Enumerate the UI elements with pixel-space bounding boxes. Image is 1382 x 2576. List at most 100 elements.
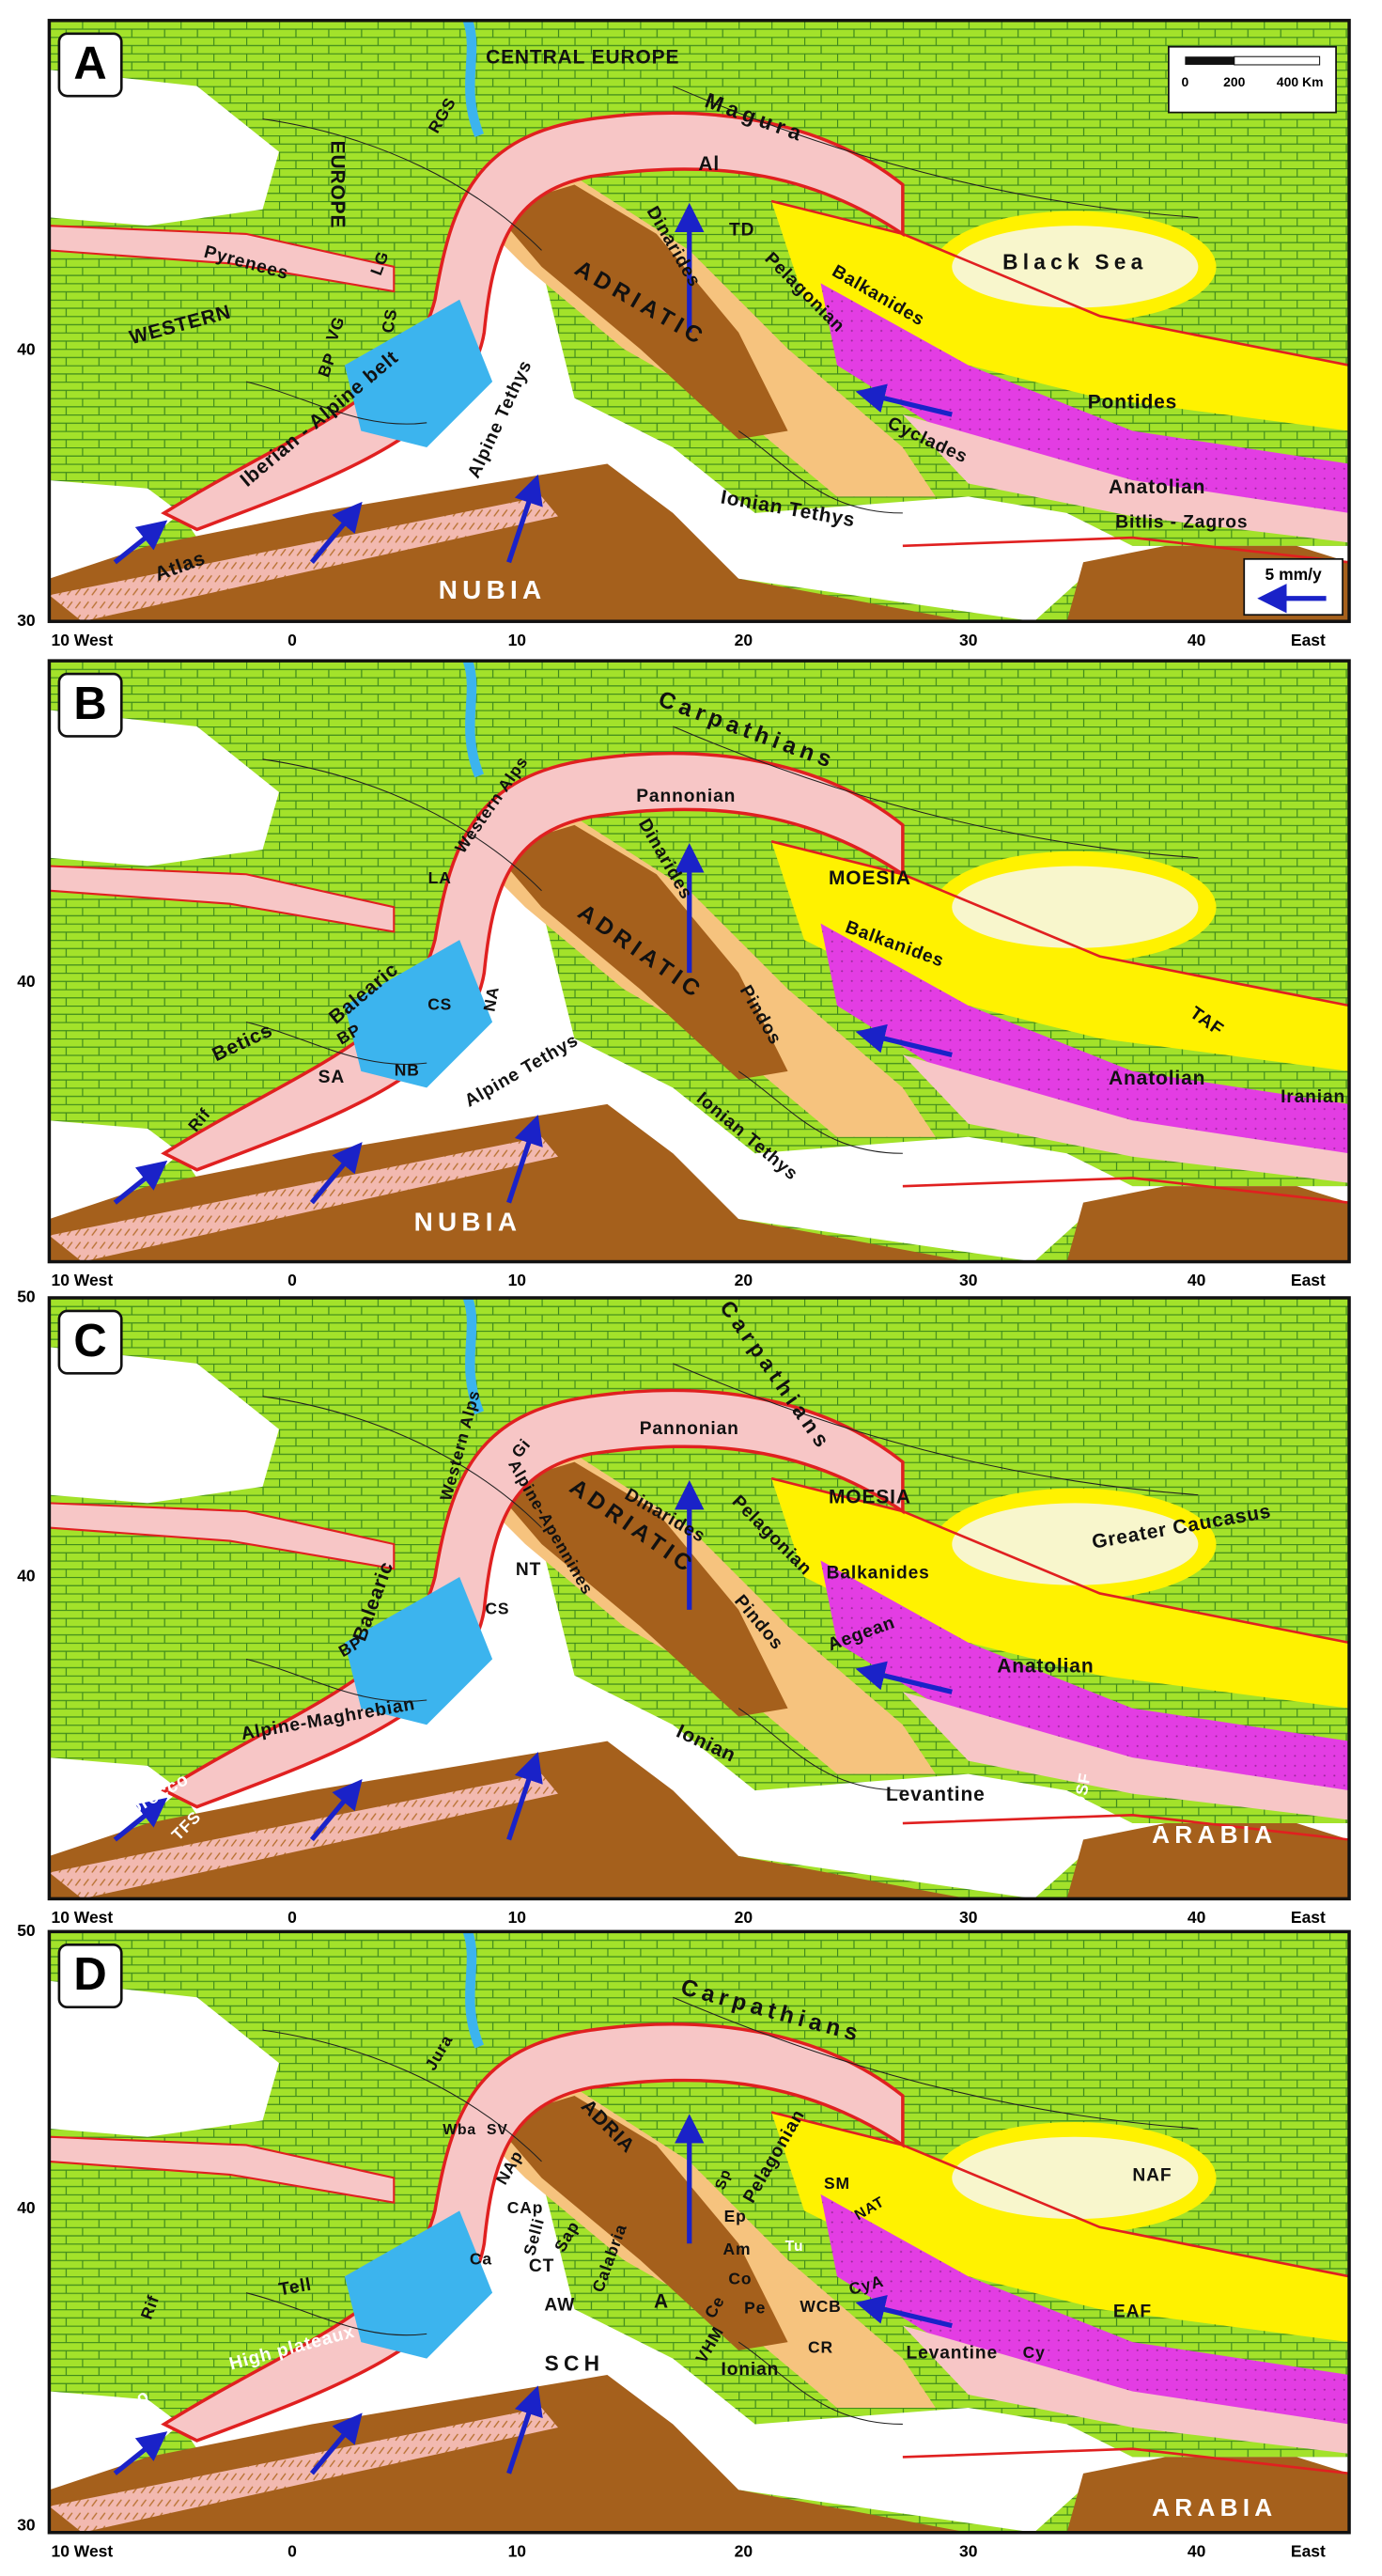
place-label: Anatolian bbox=[997, 1656, 1094, 1678]
scale-bar-label: 0 bbox=[1181, 74, 1188, 89]
panel-letter: A bbox=[73, 39, 106, 89]
place-label: Bitlis - Zagros bbox=[1115, 512, 1248, 532]
place-label: CS bbox=[427, 995, 452, 1014]
longitude-label: 10 bbox=[508, 1271, 526, 1289]
place-label: Ep bbox=[724, 2207, 747, 2225]
place-label: Anatolian bbox=[1109, 1068, 1205, 1089]
place-label: Ca bbox=[470, 2249, 492, 2268]
latitude-label: 50 bbox=[17, 1921, 35, 1940]
place-label: Balkanides bbox=[827, 1564, 930, 1584]
latitude-label: 40 bbox=[17, 1567, 35, 1585]
scale-bar-white bbox=[1234, 55, 1321, 66]
longitude-label: 40 bbox=[1188, 1908, 1205, 1927]
place-label: Wba bbox=[443, 2122, 476, 2138]
place-label: MOESIA bbox=[829, 867, 911, 889]
panel-letter-box bbox=[57, 32, 123, 98]
panel-letter: D bbox=[73, 1949, 106, 2000]
longitude-label: 0 bbox=[287, 2541, 297, 2560]
place-label: CR bbox=[808, 2338, 833, 2357]
place-label: Pannonian bbox=[640, 1419, 739, 1439]
longitude-label: 40 bbox=[1188, 1271, 1205, 1289]
place-label: Co bbox=[728, 2269, 752, 2287]
longitude-label: 30 bbox=[959, 1271, 977, 1289]
longitude-label: 30 bbox=[959, 2541, 977, 2560]
longitude-label: East bbox=[1291, 1271, 1326, 1289]
longitude-label: 20 bbox=[735, 1271, 753, 1289]
place-label: Sp bbox=[712, 2167, 734, 2192]
latitude-label: 40 bbox=[17, 340, 35, 359]
place-label: SM bbox=[824, 2174, 850, 2193]
place-label: Iranian bbox=[1281, 1087, 1345, 1107]
place-label: CS bbox=[378, 307, 400, 335]
map-panel: D10 West 0 10 20 30 40 East504030CarpathiansJu… bbox=[17, 1921, 1349, 2560]
latitude-label: 40 bbox=[17, 972, 35, 991]
longitude-label: 0 bbox=[287, 631, 297, 649]
place-label: Levantine bbox=[886, 1784, 986, 1805]
place-label: CAp bbox=[507, 2198, 544, 2217]
scale-bar-label: 400 Km bbox=[1277, 74, 1324, 89]
velocity-legend-label: 5 mm/y bbox=[1266, 565, 1322, 584]
panel-frame bbox=[47, 1929, 1351, 2535]
place-label: CENTRAL EUROPE bbox=[486, 47, 679, 69]
longitude-label: 10 West bbox=[51, 1271, 113, 1289]
longitude-label: 10 bbox=[508, 631, 526, 649]
longitude-label: 0 bbox=[287, 1908, 297, 1927]
longitude-label: 10 West bbox=[51, 631, 113, 649]
longitude-label: 40 bbox=[1188, 2541, 1205, 2560]
place-label: ARABIA bbox=[1152, 2493, 1277, 2521]
place-label: NB bbox=[395, 1061, 420, 1080]
longitude-label: East bbox=[1291, 631, 1326, 649]
latitude-label: 40 bbox=[17, 2198, 35, 2217]
place-label: CS bbox=[485, 1600, 509, 1618]
map-panel: B10 West 0 10 20 30 40 East40CarpathiansPannon… bbox=[17, 661, 1349, 1289]
place-label: CT bbox=[529, 2256, 554, 2276]
longitude-label: 10 bbox=[508, 2541, 526, 2560]
latitude-label: 30 bbox=[17, 2515, 35, 2534]
place-label: Am bbox=[722, 2240, 751, 2258]
longitude-label: 10 West bbox=[51, 2541, 113, 2560]
panel-frame bbox=[47, 19, 1351, 623]
latitude-label: 30 bbox=[17, 611, 35, 630]
scale-bar-black bbox=[1185, 56, 1234, 65]
place-label: ARABIA bbox=[1152, 1820, 1277, 1849]
place-label: SCH bbox=[545, 2351, 605, 2376]
scale-bar-label: 200 bbox=[1223, 74, 1246, 89]
place-label: LP bbox=[769, 2448, 791, 2467]
place-label: NT bbox=[516, 1560, 541, 1580]
place-label: WCB bbox=[800, 2297, 841, 2316]
map-panel: C10 West 0 10 20 30 40 East5040CarpathiansPann… bbox=[17, 1288, 1349, 1927]
place-label: NA bbox=[480, 985, 503, 1013]
place-label: Black Sea bbox=[1002, 249, 1147, 273]
geology-base bbox=[49, 1931, 1349, 2532]
place-label: NUBIA bbox=[439, 575, 547, 604]
place-label: A bbox=[654, 2291, 669, 2313]
panel-frame bbox=[47, 1296, 1351, 1901]
place-label: MOESIA bbox=[829, 1487, 911, 1508]
longitude-label: 0 bbox=[287, 1271, 297, 1289]
panel-letter-box bbox=[57, 1309, 123, 1375]
place-label: Tu bbox=[785, 2239, 804, 2255]
panel-letter: C bbox=[73, 1316, 106, 1366]
latitude-label: 50 bbox=[17, 1288, 35, 1306]
longitude-label: 10 West bbox=[51, 1908, 113, 1927]
longitude-label: East bbox=[1291, 2541, 1326, 2560]
panel-letter-box bbox=[57, 1944, 123, 2009]
place-label: Al bbox=[698, 153, 720, 175]
place-label: SV bbox=[487, 2122, 508, 2138]
place-label: Anatolian bbox=[1109, 476, 1205, 498]
place-label: Pontides bbox=[1088, 391, 1177, 413]
longitude-label: 30 bbox=[959, 1908, 977, 1927]
place-label: Ionian bbox=[721, 2360, 779, 2380]
place-label: EAF bbox=[1113, 2303, 1152, 2322]
place-label: Pannonian bbox=[636, 787, 736, 806]
place-label: NAF bbox=[1132, 2166, 1172, 2186]
place-label: NUBIA bbox=[414, 1208, 522, 1237]
place-label: TD bbox=[729, 220, 754, 240]
place-label: EUROPE bbox=[327, 141, 349, 229]
panel-letter: B bbox=[73, 679, 106, 729]
place-label: LA bbox=[428, 868, 452, 887]
